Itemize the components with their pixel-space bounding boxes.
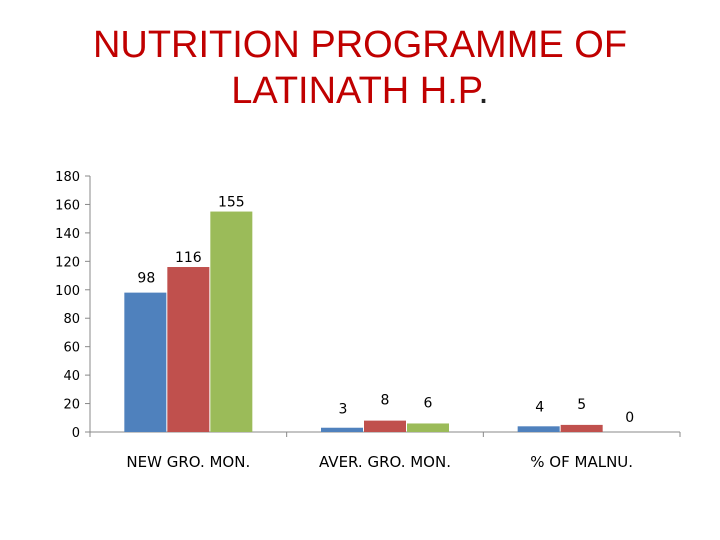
category-label: NEW GRO. MON. [126,453,250,471]
data-label: 98 [137,271,155,287]
y-tick-label: 40 [63,369,80,384]
data-label: 155 [218,195,245,211]
bar-3-1 [210,211,253,432]
y-tick-label: 180 [55,170,80,185]
data-label: 116 [175,250,202,266]
y-tick-label: 80 [63,312,80,327]
bar-1-2 [321,427,363,432]
chart-title-line-2: LATINATH H.P. [0,68,720,114]
data-label: 0 [625,410,634,426]
bar-2-2 [364,420,406,432]
y-tick-label: 160 [55,198,80,213]
y-tick-label: 0 [72,426,80,441]
y-tick-label: 120 [55,255,80,270]
bar-3-2 [407,423,449,432]
category-label: AVER. GRO. MON. [319,453,451,471]
data-label: 5 [577,397,586,413]
chart-title-dot: . [478,70,489,112]
y-tick-label: 20 [63,398,80,413]
chart-title: NUTRITION PROGRAMME OF LATINATH H.P. [0,22,720,114]
category-label: % OF MALNU. [530,453,633,471]
y-tick-label: 60 [63,341,80,356]
y-tick-label: 100 [55,284,80,299]
chart-title-line-2-text: LATINATH H.P [231,70,479,112]
data-label: 6 [424,395,433,411]
chart-title-line-1: NUTRITION PROGRAMME OF [92,24,628,66]
bar-2-3 [560,424,603,432]
bar-1-3 [517,426,560,432]
data-label: 3 [339,402,348,418]
y-tick-label: 140 [55,227,80,242]
data-label: 8 [381,393,390,409]
data-label: 4 [535,399,544,415]
bar-2-1 [167,267,210,432]
bar-1-1 [124,292,167,432]
